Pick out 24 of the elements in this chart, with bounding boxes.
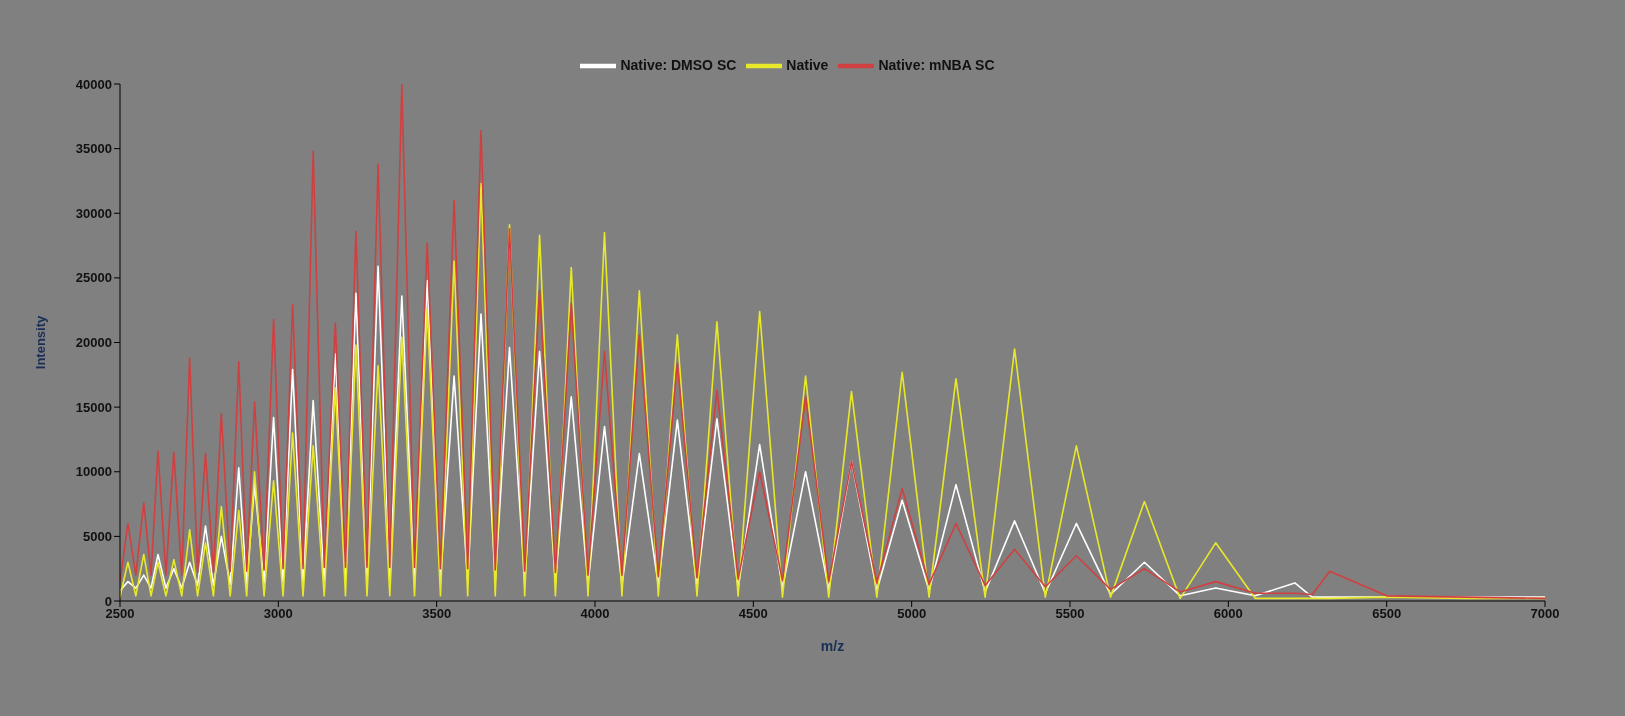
legend-label: Native: mNBA SC [878, 56, 995, 73]
y-axis-title: Intensity [32, 315, 48, 370]
y-tick-label: 20000 [75, 335, 112, 351]
y-tick-label: 15000 [75, 399, 112, 415]
y-tick-label: 40000 [75, 76, 112, 92]
x-tick-label: 3000 [263, 606, 293, 622]
x-tick-label: 7000 [1530, 606, 1560, 622]
x-tick-label: 6500 [1372, 606, 1402, 622]
x-tick-label: 5000 [897, 606, 927, 622]
y-tick-label: 35000 [75, 141, 112, 157]
y-tick-label: 0 [104, 593, 112, 609]
x-tick-label: 3500 [422, 606, 452, 622]
y-tick-label: 5000 [83, 528, 112, 544]
y-tick-label: 30000 [75, 205, 112, 221]
x-tick-label: 2500 [105, 606, 135, 622]
x-tick-label: 4500 [738, 606, 768, 622]
legend-label: Native: DMSO SC [620, 56, 737, 73]
x-tick-label: 4000 [580, 606, 610, 622]
y-tick-label: 10000 [75, 464, 112, 480]
legend-label: Native [786, 56, 829, 73]
x-tick-label: 5500 [1055, 606, 1085, 622]
x-axis-title: m/z [820, 638, 845, 654]
x-tick-label: 6000 [1213, 606, 1243, 622]
y-tick-label: 25000 [75, 270, 112, 286]
